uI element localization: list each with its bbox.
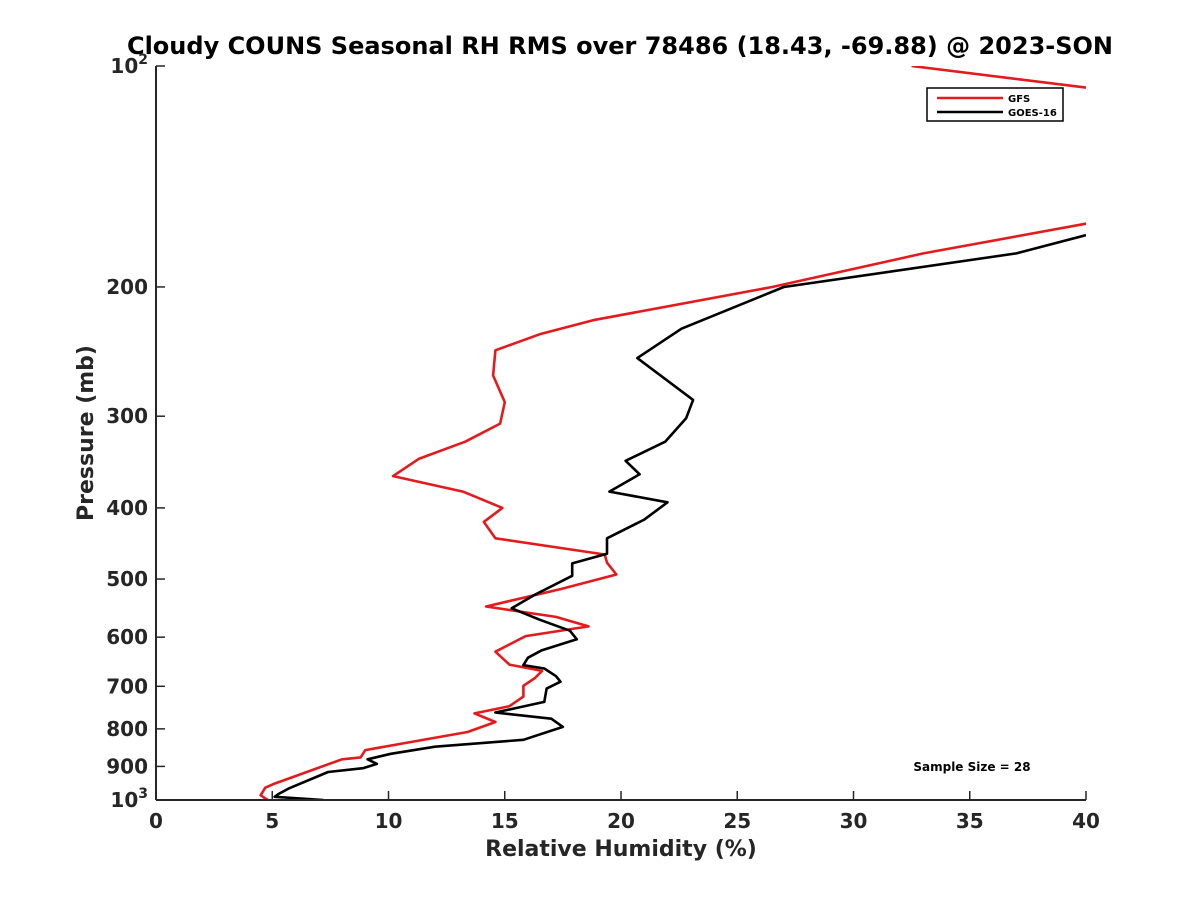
x-tick-label: 25 bbox=[723, 809, 751, 833]
y-tick-label: 700 bbox=[106, 674, 148, 698]
x-tick-label: 0 bbox=[149, 809, 163, 833]
x-tick-label: 40 bbox=[1072, 809, 1100, 833]
series-line-goes-16 bbox=[273, 233, 1086, 800]
x-tick-label: 35 bbox=[956, 809, 984, 833]
sample-size-annotation: Sample Size = 28 bbox=[913, 760, 1030, 774]
y-tick-label: 900 bbox=[106, 754, 148, 778]
y-tick-label: 103 bbox=[110, 786, 148, 812]
legend: GFS GOES-16 bbox=[926, 87, 1064, 122]
x-tick-label: 20 bbox=[607, 809, 635, 833]
y-tick-label: 300 bbox=[106, 404, 148, 428]
series-line-gfs bbox=[259, 66, 1086, 800]
legend-label: GFS bbox=[1008, 94, 1030, 105]
x-axis-label: Relative Humidity (%) bbox=[485, 837, 757, 862]
y-axis-label: Pressure (mb) bbox=[74, 345, 99, 521]
x-tick-label: 30 bbox=[840, 809, 868, 833]
y-tick-label: 400 bbox=[106, 496, 148, 520]
y-tick-label: 200 bbox=[106, 275, 148, 299]
y-tick-label: 800 bbox=[106, 717, 148, 741]
x-tick-label: 15 bbox=[491, 809, 519, 833]
y-tick-label: 600 bbox=[106, 625, 148, 649]
legend-label: GOES-16 bbox=[1008, 108, 1057, 119]
x-tick-label: 10 bbox=[375, 809, 403, 833]
x-tick-label: 5 bbox=[265, 809, 279, 833]
chart-title: Cloudy COUNS Seasonal RH RMS over 78486 … bbox=[127, 32, 1113, 60]
legend-entries: GFS GOES-16 bbox=[937, 94, 1057, 119]
y-tick-label: 500 bbox=[106, 567, 148, 591]
legend-box bbox=[926, 87, 1064, 122]
series-layer bbox=[259, 66, 1086, 800]
plot-area: 0 5 10 15 20 25 30 35 40 102 200 300 400 500 600 700 800… bbox=[106, 52, 1100, 833]
axes-layer: 0 5 10 15 20 25 30 35 40 102 200 300 400 500 600 700 800… bbox=[106, 52, 1100, 833]
y-tick-label: 102 bbox=[110, 52, 148, 78]
